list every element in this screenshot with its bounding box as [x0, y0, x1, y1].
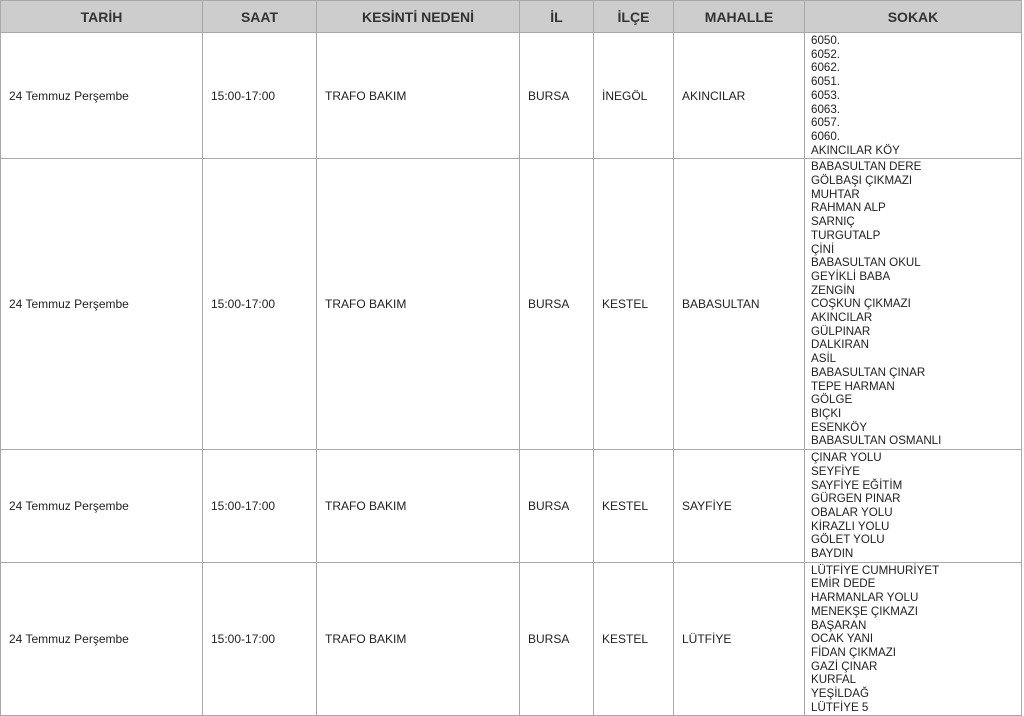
il-cell: BURSA — [519, 561, 594, 716]
street-name: GÖLET YOLU — [811, 533, 885, 547]
street-name: LÜTFİYE 5 — [811, 700, 869, 714]
street-name: GÖLBAŞI ÇIKMAZI — [811, 174, 913, 188]
street-name: RAHMAN ALP — [811, 201, 886, 215]
kesinti-nedeni-cell: TRAFO BAKIM — [316, 31, 520, 160]
il-cell: BURSA — [519, 449, 594, 563]
street-name: AKINCILAR — [811, 311, 873, 325]
street-name: BABASULTAN OSMANLI — [811, 434, 942, 448]
table-row: 24 Temmuz Perşembe 15:00-17:00 TRAFO BAKIM… — [0, 561, 1022, 716]
header-il: İL — [519, 0, 594, 33]
sokak-cell: 6050. 6052. 6062. 6051. 6053. 6063. 6057. 6060.… — [804, 31, 1022, 160]
ilce-cell: İNEGÖL — [593, 31, 674, 160]
street-name: 6062. — [811, 61, 841, 75]
street-name: SARNIÇ — [811, 215, 855, 229]
table-row: 24 Temmuz Perşembe 15:00-17:00 TRAFO BAKIM… — [0, 449, 1022, 563]
tarih-cell: 24 Temmuz Perşembe — [0, 31, 203, 160]
street-name: 6050. — [811, 34, 841, 47]
street-name: BABASULTAN OKUL — [811, 256, 921, 270]
street-name: BAŞARAN — [811, 618, 867, 632]
street-name: 6063. — [811, 102, 841, 116]
header-row: TARİH SAAT KESİNTİ NEDENİ İL İLÇE MAHALL… — [0, 0, 1022, 33]
street-name: GEYİKLİ BABA — [811, 269, 891, 283]
street-name: KURFAL — [811, 673, 857, 687]
street-name: BAYDIN — [811, 547, 854, 561]
street-name: TEPE HARMAN — [811, 379, 895, 393]
street-name: COŞKUN ÇIKMAZI — [811, 297, 911, 311]
street-name: EMİR DEDE — [811, 577, 876, 591]
saat-cell: 15:00-17:00 — [202, 158, 317, 451]
street-name: ÇINAR YOLU — [811, 451, 882, 465]
kesinti-nedeni-cell: TRAFO BAKIM — [316, 158, 520, 451]
tarih-cell: 24 Temmuz Perşembe — [0, 561, 203, 716]
header-sokak: SOKAK — [804, 0, 1022, 33]
street-name: LÜTFİYE CUMHURİYET — [811, 563, 940, 577]
street-name: KİRAZLI YOLU — [811, 519, 890, 533]
ilce-cell: KESTEL — [593, 449, 674, 563]
street-name: MUHTAR — [811, 187, 860, 201]
ilce-cell: KESTEL — [593, 561, 674, 716]
table-row: 24 Temmuz Perşembe 15:00-17:00 TRAFO BAKIM… — [0, 158, 1022, 451]
street-name: 6060. — [811, 129, 841, 143]
street-name: OBALAR YOLU — [811, 505, 893, 519]
street-name: BABASULTAN DERE — [811, 160, 922, 174]
street-name: ESENKÖY — [811, 420, 868, 434]
street-name: GÖLGE — [811, 393, 853, 407]
street-name: BIÇKI — [811, 406, 842, 420]
header-tarih: TARİH — [0, 0, 203, 33]
street-name: 6052. — [811, 47, 841, 61]
street-name: YEŞİLDAĞ — [811, 687, 869, 701]
street-name: OCAK YANI — [811, 632, 874, 646]
header-ilce: İLÇE — [593, 0, 674, 33]
kesinti-nedeni-cell: TRAFO BAKIM — [316, 449, 520, 563]
saat-cell: 15:00-17:00 — [202, 561, 317, 716]
street-name: MENEKŞE ÇIKMAZI — [811, 604, 918, 618]
header-saat: SAAT — [202, 0, 317, 33]
street-name: DALKIRAN — [811, 338, 869, 352]
mahalle-cell: LÜTFİYE — [673, 561, 805, 716]
sokak-cell: BABASULTAN DERE GÖLBAŞI ÇIKMAZI MUHTAR RAHM… — [804, 158, 1022, 451]
mahalle-cell: AKINCILAR — [673, 31, 805, 160]
street-name: TURGUTALP — [811, 228, 881, 242]
street-name: ZENGİN — [811, 283, 855, 297]
kesinti-nedeni-cell: TRAFO BAKIM — [316, 561, 520, 716]
street-name: ASİL — [811, 352, 837, 366]
street-name: GÜRGEN PINAR — [811, 492, 901, 506]
saat-cell: 15:00-17:00 — [202, 449, 317, 563]
saat-cell: 15:00-17:00 — [202, 31, 317, 160]
sokak-cell: LÜTFİYE CUMHURİYET EMİR DEDE HARMANLAR YOL… — [804, 561, 1022, 716]
table-row: 24 Temmuz Perşembe 15:00-17:00 TRAFO BAKIM… — [0, 31, 1022, 160]
header-kesinti-nedeni: KESİNTİ NEDENİ — [316, 0, 520, 33]
header-mahalle: MAHALLE — [673, 0, 805, 33]
street-name: 6051. — [811, 75, 841, 89]
street-name: BABASULTAN ÇINAR — [811, 365, 926, 379]
street-name: 6057. — [811, 116, 841, 130]
ilce-cell: KESTEL — [593, 158, 674, 451]
street-name: SAYFİYE EĞİTİM — [811, 478, 903, 492]
il-cell: BURSA — [519, 31, 594, 160]
sokak-cell: ÇINAR YOLU SEYFİYE SAYFİYE EĞİTİM GÜRGEN PI… — [804, 449, 1022, 563]
street-name: AKINCILAR KÖY — [811, 143, 900, 157]
tarih-cell: 24 Temmuz Perşembe — [0, 158, 203, 451]
street-name: SEYFİYE — [811, 464, 860, 478]
street-name: GAZİ ÇINAR — [811, 659, 878, 673]
tarih-cell: 24 Temmuz Perşembe — [0, 449, 203, 563]
street-name: HARMANLAR YOLU — [811, 591, 919, 605]
street-name: GÜLPINAR — [811, 324, 871, 338]
street-name: ÇİNİ — [811, 242, 835, 256]
il-cell: BURSA — [519, 158, 594, 451]
street-name: FİDAN ÇIKMAZI — [811, 645, 897, 659]
mahalle-cell: BABASULTAN — [673, 158, 805, 451]
street-name: 6053. — [811, 88, 841, 102]
mahalle-cell: SAYFİYE — [673, 449, 805, 563]
